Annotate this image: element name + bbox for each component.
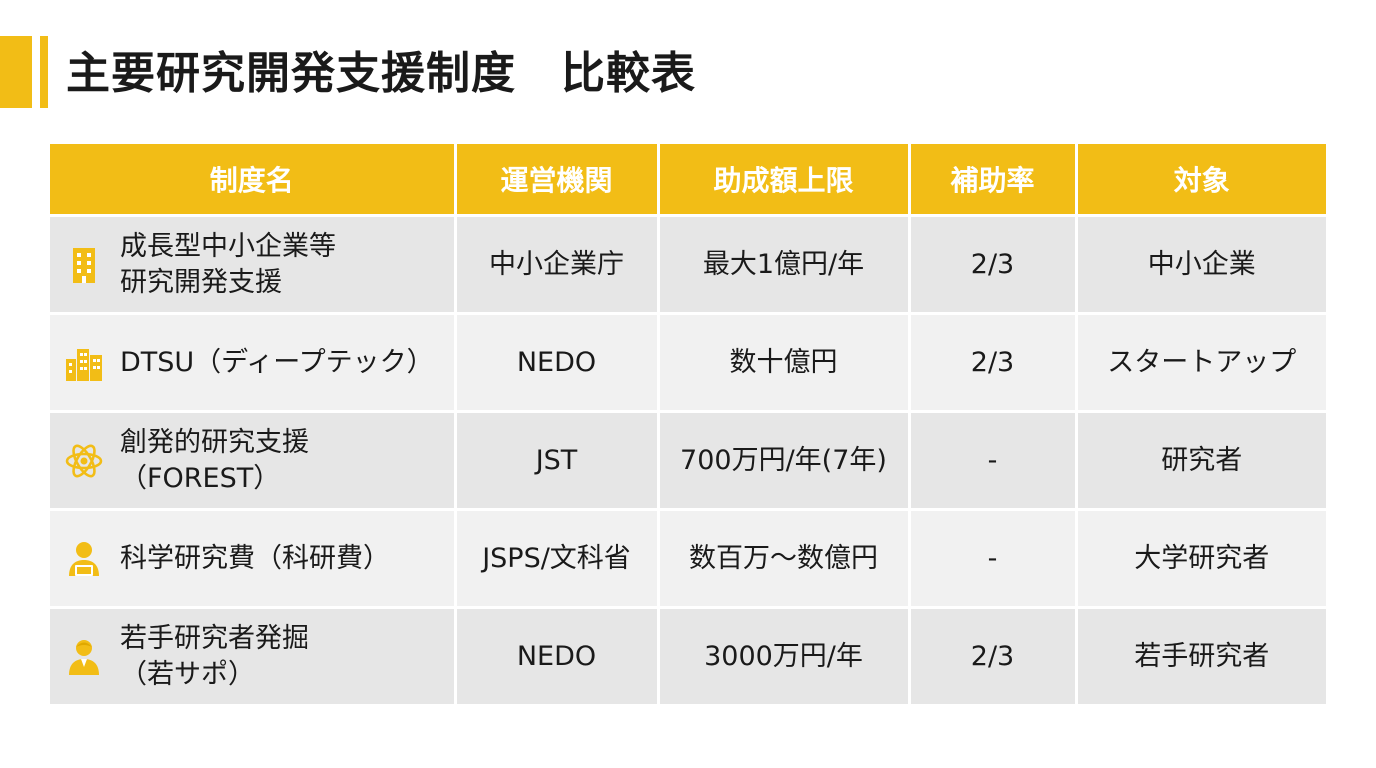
cell-amount: 数百万～数億円 [658, 508, 911, 608]
table-row: 科学研究費（科研費） JSPS/文科省 数百万～数億円 - 大学研究者 [50, 508, 1326, 608]
cell-target: 若手研究者 [1076, 606, 1326, 704]
page-title: 主要研究開発支援制度 比較表 [66, 48, 696, 99]
cell-amount: 数十億円 [658, 312, 911, 412]
header-rate: 補助率 [909, 144, 1078, 216]
cell-org: JSPS/文科省 [455, 508, 660, 608]
young-researcher-icon [64, 637, 104, 677]
header-target: 対象 [1076, 144, 1326, 216]
cell-org: NEDO [455, 312, 660, 412]
office-building-icon [64, 245, 104, 285]
cell-name: 若手研究者発掘 （若サポ） [50, 606, 457, 704]
program-name: 創発的研究支援 （FOREST） [120, 426, 309, 494]
header-org: 運営機関 [455, 144, 660, 216]
cell-name: 成長型中小企業等 研究開発支援 [50, 214, 457, 314]
cell-name: 創発的研究支援 （FOREST） [50, 410, 457, 510]
cell-name: DTSU（ディープテック） [50, 312, 457, 412]
cell-target: 中小企業 [1076, 214, 1326, 314]
cell-target: 大学研究者 [1076, 508, 1326, 608]
cell-rate: 2/3 [909, 214, 1078, 314]
program-name: DTSU（ディープテック） [120, 346, 434, 378]
cell-org: JST [455, 410, 660, 510]
cell-org: NEDO [455, 606, 660, 704]
title-accent-bar-thin [40, 36, 48, 108]
title-accent-bar [0, 36, 32, 108]
cell-amount: 3000万円/年 [658, 606, 911, 704]
header-amount: 助成額上限 [658, 144, 911, 216]
researcher-laptop-icon [64, 539, 104, 579]
table-row: DTSU（ディープテック） NEDO 数十億円 2/3 スタートアップ [50, 312, 1326, 412]
cell-amount: 700万円/年(7年) [658, 410, 911, 510]
table-row: 若手研究者発掘 （若サポ） NEDO 3000万円/年 2/3 若手研究者 [50, 606, 1326, 704]
table-row: 成長型中小企業等 研究開発支援 中小企業庁 最大1億円/年 2/3 中小企業 [50, 214, 1326, 314]
cell-target: 研究者 [1076, 410, 1326, 510]
cell-target: スタートアップ [1076, 312, 1326, 412]
cell-amount: 最大1億円/年 [658, 214, 911, 314]
header-name: 制度名 [50, 144, 457, 216]
program-name: 科学研究費（科研費） [120, 542, 390, 574]
city-buildings-icon [64, 343, 104, 383]
cell-org: 中小企業庁 [455, 214, 660, 314]
atom-icon [64, 441, 104, 481]
cell-name: 科学研究費（科研費） [50, 508, 457, 608]
cell-rate: - [909, 410, 1078, 510]
comparison-table: 制度名 運営機関 助成額上限 補助率 対象 成長型中小企業等 研究開発支援 中小… [50, 144, 1326, 704]
cell-rate: 2/3 [909, 312, 1078, 412]
program-name: 若手研究者発掘 （若サポ） [120, 622, 309, 690]
table-row: 創発的研究支援 （FOREST） JST 700万円/年(7年) - 研究者 [50, 410, 1326, 510]
program-name: 成長型中小企業等 研究開発支援 [120, 230, 336, 298]
table-header-row: 制度名 運営機関 助成額上限 補助率 対象 [50, 144, 1326, 216]
cell-rate: 2/3 [909, 606, 1078, 704]
cell-rate: - [909, 508, 1078, 608]
